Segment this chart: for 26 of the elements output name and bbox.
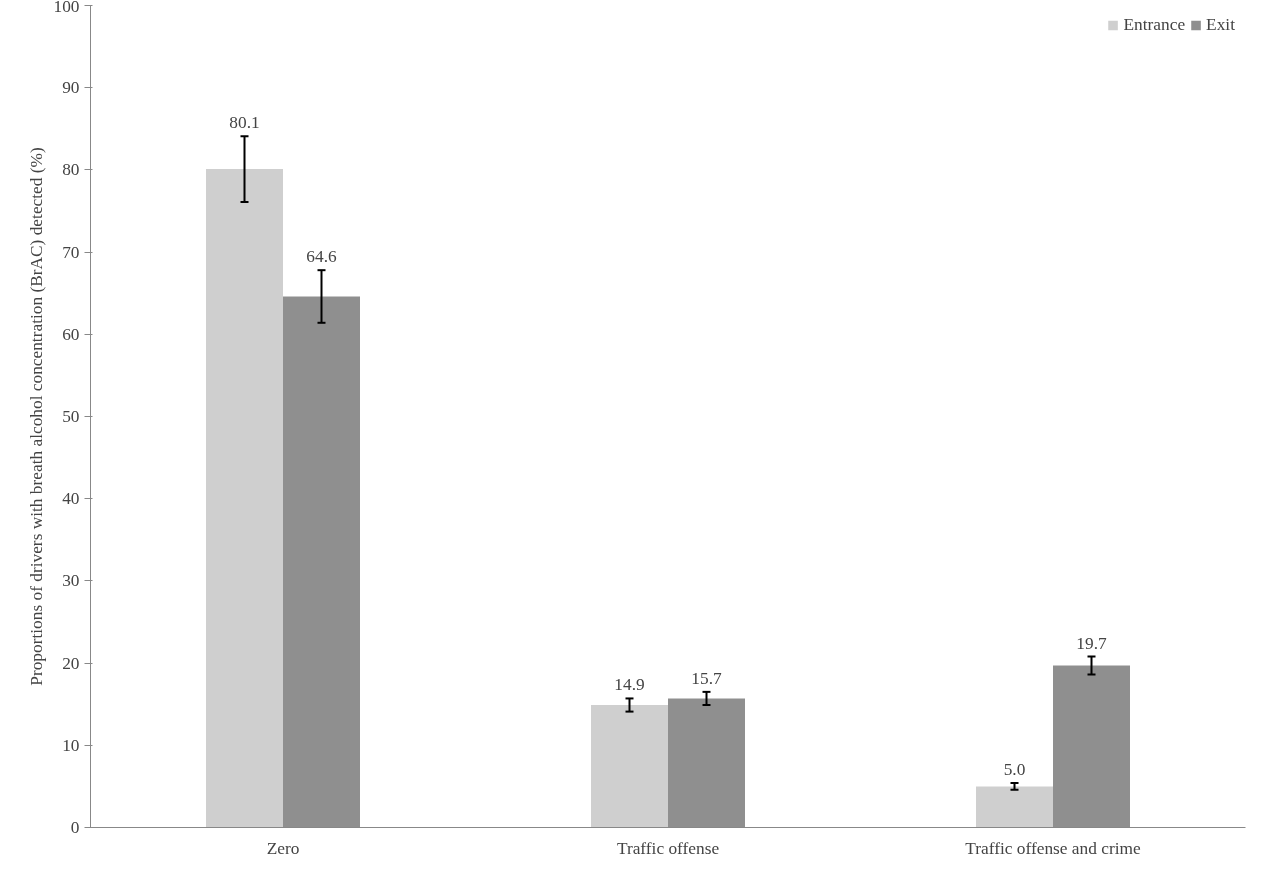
data-label: 14.9 (614, 675, 645, 695)
y-tick-label: 0 (70, 818, 80, 837)
y-tick-label: 40 (62, 489, 80, 509)
legend-label: Entrance (1123, 15, 1186, 35)
x-tick-label: Traffic offense (616, 838, 720, 858)
data-label: 19.7 (1076, 633, 1107, 653)
y-tick-label: 50 (62, 407, 80, 426)
y-axis-title: Proportions of drivers with breath alcohol concentration (BrAC) detected (%) (26, 147, 46, 686)
data-label: 64.6 (306, 247, 337, 267)
y-tick-label: 20 (62, 653, 80, 673)
y-tick-label: 80 (62, 160, 80, 180)
y-tick-label: 60 (62, 324, 80, 344)
y-tick-label: 10 (62, 735, 80, 755)
y-tick-label: 100 (53, 0, 80, 16)
data-label: 5.0 (1003, 760, 1026, 780)
bar (591, 705, 668, 828)
y-tick-label: 90 (62, 78, 80, 98)
data-label: 15.7 (691, 668, 722, 688)
x-tick-label: Traffic offense and crime (965, 838, 1141, 858)
y-tick-label: 30 (62, 571, 80, 591)
bar (206, 169, 283, 828)
x-tick-label: Zero (266, 838, 300, 858)
data-label: 80.1 (229, 113, 260, 133)
legend-label: Exit (1206, 15, 1235, 35)
y-tick-label: 70 (62, 242, 80, 262)
bar (976, 786, 1053, 828)
